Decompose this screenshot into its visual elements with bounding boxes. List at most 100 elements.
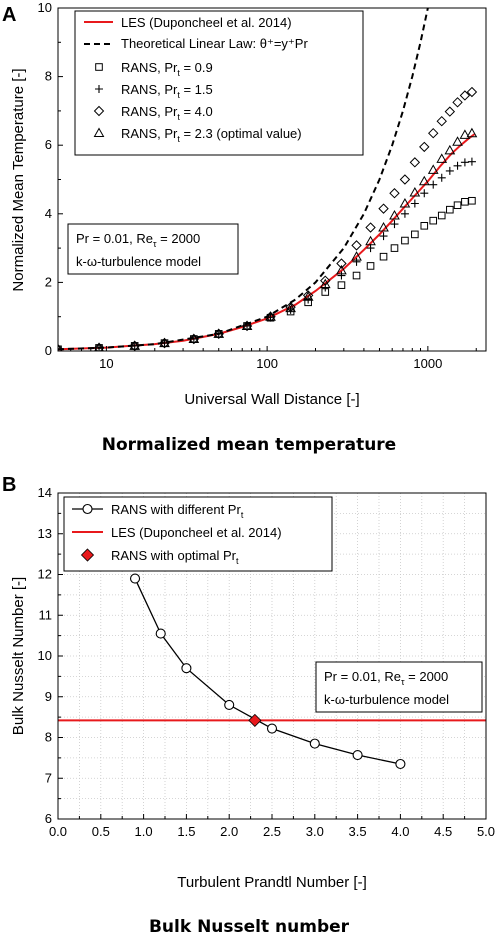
data-point-diamond	[365, 222, 376, 233]
data-point-triangle	[285, 302, 296, 313]
data-point-circle	[266, 723, 278, 734]
data-point-triangle	[452, 136, 463, 146]
legend-b-rans-swatch-marker	[82, 503, 93, 515]
data-point-triangle	[444, 144, 456, 155]
x-tick-label-a: 1000	[413, 356, 442, 371]
data-point-diamond	[336, 258, 347, 269]
data-point-diamond	[399, 174, 411, 185]
panel-a-y-axis-label: Normalized Mean Temperature [-]	[10, 68, 27, 291]
x-tick-label-b: 4.0	[391, 824, 409, 839]
y-tick-label-a: 8	[45, 69, 52, 84]
data-point-diamond	[452, 97, 463, 108]
panel-a-annotation-line1: Pr = 0.01, Reτ = 2000	[76, 231, 200, 249]
data-point-triangle	[378, 222, 389, 232]
x-tick-label-a: 10	[99, 356, 113, 371]
data-point-triangle	[399, 197, 411, 208]
data-point-square	[411, 230, 419, 239]
data-point-triangle	[351, 251, 362, 261]
x-tick-label-b: 4.5	[434, 824, 452, 839]
data-point-diamond	[58, 344, 64, 351]
y-tick-label-a: 0	[45, 343, 52, 358]
legend-b-rans-different: RANS with different Prt	[111, 502, 244, 520]
data-point-plus	[445, 166, 454, 175]
data-point-triangle	[213, 328, 225, 338]
data-point-diamond	[93, 342, 105, 351]
data-point-square	[461, 197, 469, 206]
panel-b-x-axis-label: Turbulent Prandtl Number [-]	[177, 874, 367, 891]
legend-a-rans-09: RANS, Prt = 0.9	[121, 60, 213, 78]
data-point-diamond	[159, 337, 170, 349]
panel-b-plot-area	[58, 573, 486, 770]
data-point-square	[379, 252, 388, 261]
panel-label-b: B	[2, 474, 16, 496]
legend-b-rans-optimal: RANS with optimal Prt	[111, 548, 239, 566]
data-point-triangle	[365, 235, 376, 246]
data-point-square	[401, 236, 409, 245]
x-tick-label-a: 100	[256, 356, 278, 371]
panel-a-annotation-box	[67, 223, 239, 275]
panel-a-plot-area	[58, 8, 478, 351]
data-point-triangle	[241, 320, 253, 330]
panel-a-x-axis-label: Universal Wall Distance [-]	[184, 391, 359, 408]
data-point-diamond	[188, 333, 200, 345]
data-point-triangle	[427, 164, 439, 174]
data-point-triangle	[409, 187, 421, 197]
panel-b-caption: Bulk Nusselt number	[149, 917, 350, 937]
y-tick-label-b: 13	[38, 526, 52, 541]
data-point-circle	[309, 738, 320, 749]
y-tick-label-a: 4	[45, 206, 52, 221]
data-point-square	[429, 216, 438, 225]
data-point-triangle	[418, 175, 430, 186]
y-tick-label-b: 14	[38, 485, 52, 500]
data-point-circle	[352, 749, 363, 761]
data-point-square	[468, 196, 476, 205]
data-point-square	[352, 271, 361, 280]
data-point-triangle	[436, 153, 448, 163]
data-point-diamond	[241, 320, 253, 332]
data-point-circle	[129, 573, 141, 584]
data-point-plus	[453, 161, 462, 170]
data-point-plus	[337, 271, 346, 280]
x-tick-label-b: 1.5	[177, 824, 195, 839]
panel-b-annotation-line1: Pr = 0.01, Reτ = 2000	[324, 669, 448, 687]
panel-b-annotation-box	[315, 661, 483, 713]
legend-a-marker-diamond	[93, 105, 105, 117]
panel-label-a: A	[2, 4, 16, 26]
data-point-plus	[286, 305, 295, 314]
x-tick-label-b: 2.5	[263, 824, 281, 839]
data-point-triangle	[336, 264, 347, 275]
panel-b-chart: B 0.0 0.5 1.0 1.5 2.0 2.5 3.0 3.5 4.0 4.5 5.0 6 7 8 9 1…	[2, 474, 495, 937]
legend-b-les: LES (Duponcheel et al. 2014)	[111, 525, 282, 540]
x-tick-label-b: 3.0	[306, 824, 324, 839]
y-tick-label-b: 6	[45, 811, 52, 826]
data-point-triangle	[159, 337, 170, 348]
data-point-triangle	[265, 311, 276, 321]
panel-b-y-axis-label: Bulk Nusselt Number [-]	[10, 577, 27, 735]
panel-a-annotation-line2: k-ω-turbulence model	[76, 254, 201, 269]
data-point-diamond	[459, 90, 471, 101]
data-point-circle	[395, 758, 406, 770]
y-tick-label-b: 12	[38, 567, 52, 582]
x-tick-label-b: 3.5	[349, 824, 367, 839]
data-point-triangle	[389, 209, 400, 220]
data-point-plus	[420, 189, 429, 198]
data-point-plus	[352, 257, 361, 266]
data-point-diamond	[389, 188, 400, 199]
data-point-diamond	[419, 141, 430, 153]
panel-a-annotation: Pr = 0.01, Reτ = 2000 k-ω-turbulence mod…	[67, 223, 239, 275]
data-point-diamond	[213, 328, 224, 340]
data-point-diamond	[265, 311, 276, 322]
y-tick-label-a: 10	[38, 0, 52, 15]
data-point-plus	[379, 232, 388, 241]
data-point-triangle	[319, 278, 331, 289]
legend-a-marker-square	[95, 63, 103, 71]
linear-law-line-a	[58, 8, 429, 351]
data-point-triangle	[188, 333, 200, 343]
data-point-triangle	[302, 291, 314, 301]
data-point-plus	[400, 209, 409, 218]
data-point-plus	[410, 199, 419, 208]
data-point-plus	[366, 244, 375, 253]
panel-b-annotation: Pr = 0.01, Reτ = 2000 k-ω-turbulence mod…	[315, 661, 483, 713]
legend-a-linear-law: Theoretical Linear Law: θ⁺=y⁺Pr	[121, 36, 308, 51]
